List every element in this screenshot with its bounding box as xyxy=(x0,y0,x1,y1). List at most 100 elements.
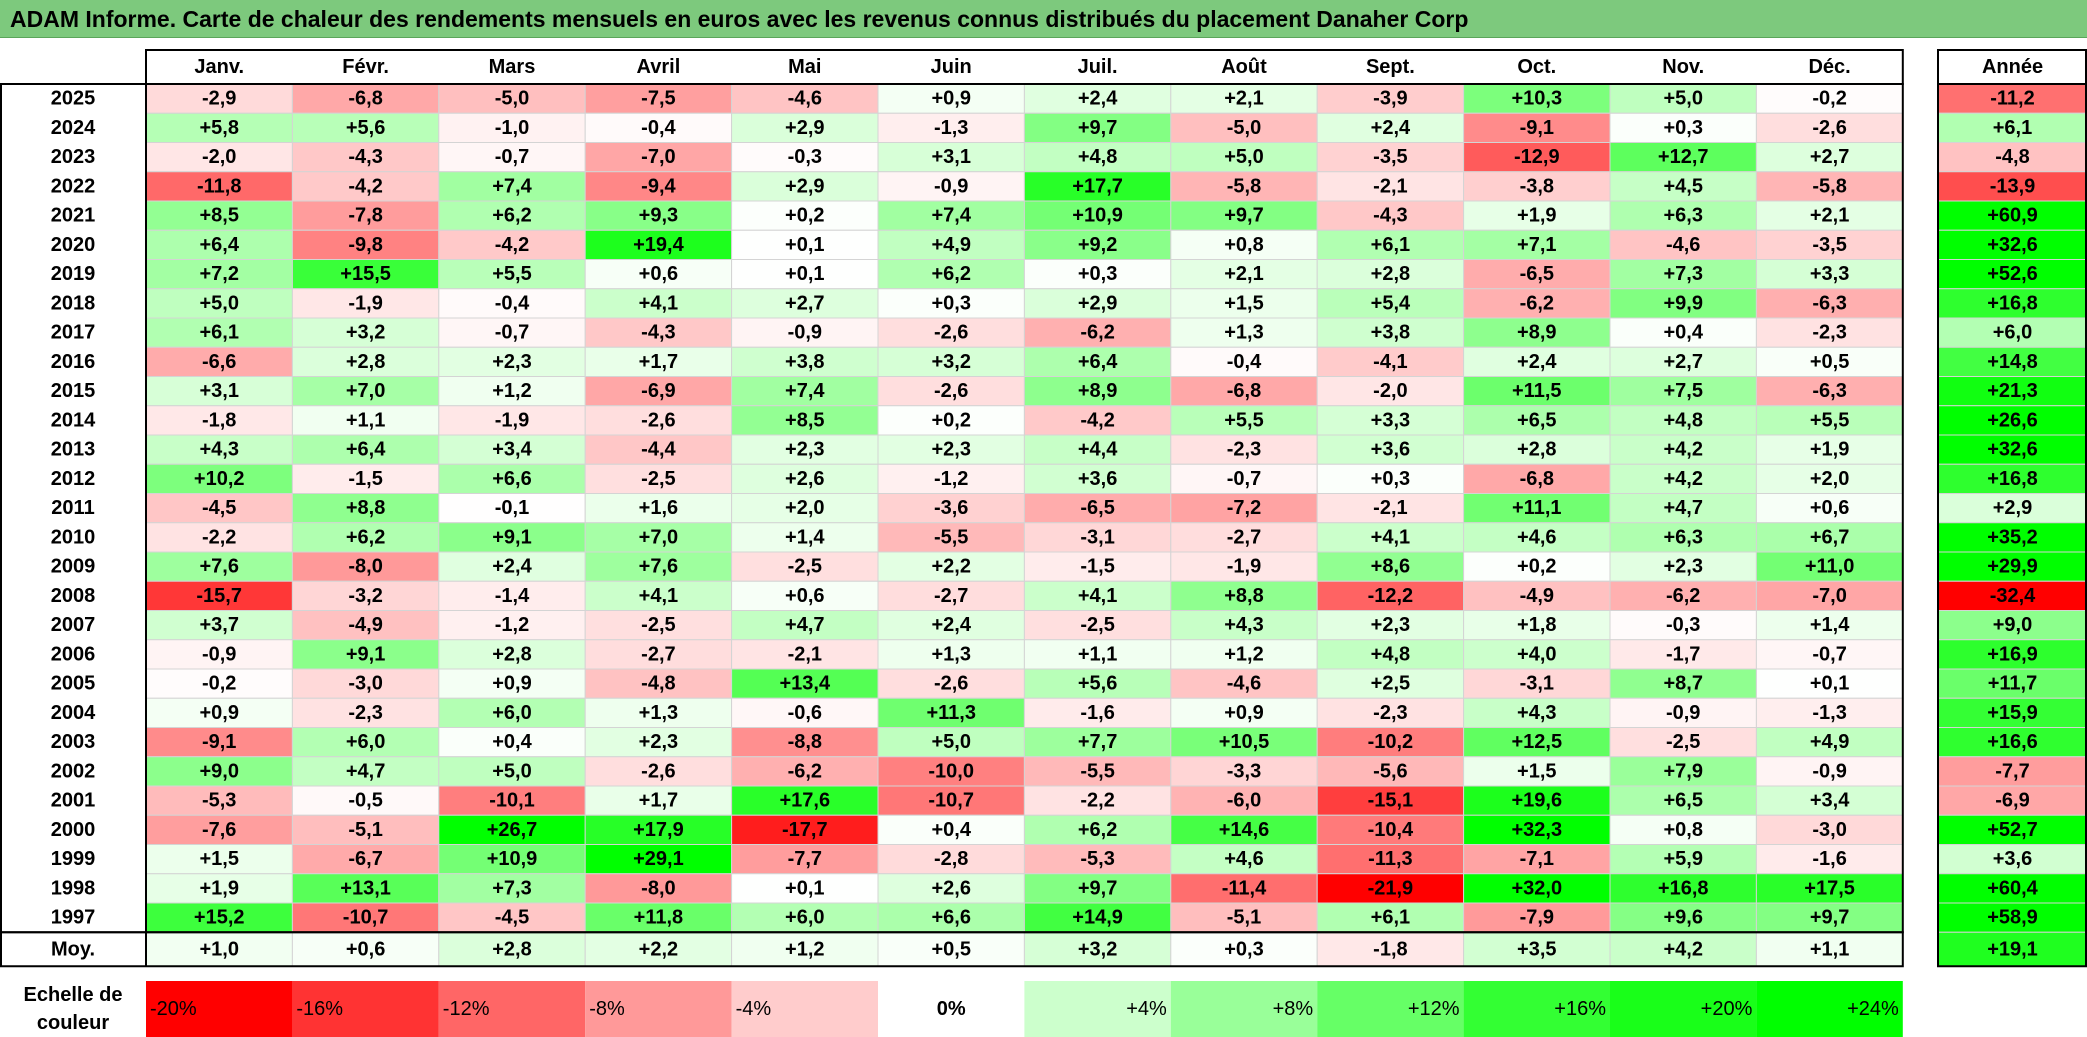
cell-value: -10,4 xyxy=(1368,819,1414,841)
average-label: Moy. xyxy=(51,938,95,960)
heatmap-cell xyxy=(584,639,733,670)
cell-value: +7,3 xyxy=(1663,263,1702,285)
cell-value: +5,4 xyxy=(1371,292,1411,314)
cell-value: -1,7 xyxy=(1666,643,1700,665)
cell-value: -2,7 xyxy=(1227,526,1261,548)
cell-value: +2,0 xyxy=(785,497,824,519)
cell-value: -5,1 xyxy=(1227,907,1261,929)
cell-value: -2,3 xyxy=(1227,439,1261,461)
heatmap-cell xyxy=(731,83,879,114)
heatmap-cell xyxy=(1463,317,1611,348)
cell-value: +4,3 xyxy=(1224,614,1263,636)
average-cell xyxy=(1755,931,1904,967)
cell-value: +9,1 xyxy=(492,526,531,548)
cell-value: +1,5 xyxy=(199,848,238,870)
cell-value: +10,9 xyxy=(487,848,538,870)
heatmap-cell xyxy=(1463,610,1611,641)
cell-value: +17,6 xyxy=(779,790,830,812)
cell-value: +0,9 xyxy=(931,88,970,110)
cell-value: +6,6 xyxy=(931,907,970,929)
scale-label-value: +24% xyxy=(1847,998,1899,1020)
heatmap-cell xyxy=(1755,259,1904,290)
scale-label-value: -12% xyxy=(443,998,490,1020)
cell-value: +6,4 xyxy=(1078,351,1118,373)
cell-value: -4,6 xyxy=(788,88,822,110)
cell-value: +10,3 xyxy=(1511,88,1562,110)
heatmap-cell xyxy=(1609,288,1757,319)
heatmap-cell xyxy=(1170,288,1318,319)
annual-header: Année xyxy=(1982,56,2043,78)
heatmap-cell xyxy=(1463,580,1611,611)
cell-value: +17,9 xyxy=(633,819,684,841)
annual-cell xyxy=(1937,463,2087,494)
cell-value: -2,3 xyxy=(1373,702,1407,724)
heatmap-cell xyxy=(877,376,1025,407)
annual-value: +60,4 xyxy=(1987,877,2038,899)
year-label: 2019 xyxy=(51,263,96,285)
year-label: 2025 xyxy=(51,88,96,110)
cell-value: +2,9 xyxy=(785,175,824,197)
average-value: +0,3 xyxy=(1224,938,1263,960)
cell-value: +0,8 xyxy=(1663,819,1702,841)
cell-value: +2,1 xyxy=(1224,88,1263,110)
average-value: +2,2 xyxy=(639,938,678,960)
heatmap-cell xyxy=(1463,668,1611,699)
cell-value: +8,8 xyxy=(346,497,385,519)
cell-value: -0,9 xyxy=(202,643,236,665)
heatmap-cell xyxy=(1316,639,1465,670)
cell-value: -6,3 xyxy=(1812,380,1846,402)
cell-value: +8,5 xyxy=(199,205,238,227)
annual-value: +14,8 xyxy=(1987,351,2038,373)
annual-cell xyxy=(1937,112,2087,143)
cell-value: +9,7 xyxy=(1810,907,1849,929)
average-cell xyxy=(584,931,733,967)
annual-value: +32,6 xyxy=(1987,439,2038,461)
cell-value: +32,3 xyxy=(1511,819,1562,841)
heatmap-cell xyxy=(1609,814,1757,845)
cell-value: +15,5 xyxy=(340,263,391,285)
cell-value: +6,6 xyxy=(492,468,531,490)
annual-value: +2,9 xyxy=(1993,497,2032,519)
heatmap-cell xyxy=(1609,112,1757,143)
annual-value: +21,3 xyxy=(1987,380,2038,402)
heatmap-cell xyxy=(1023,463,1172,494)
cell-value: +6,0 xyxy=(785,907,824,929)
average-value: +2,8 xyxy=(492,938,531,960)
cell-value: +0,9 xyxy=(199,702,238,724)
cell-value: +5,0 xyxy=(1224,146,1263,168)
cell-value: +2,0 xyxy=(1810,468,1849,490)
annual-value: +26,6 xyxy=(1987,409,2038,431)
heatmap-cell xyxy=(1755,727,1904,758)
cell-value: +3,4 xyxy=(492,439,532,461)
year-label: 2001 xyxy=(51,790,96,812)
cell-value: -2,5 xyxy=(641,468,675,490)
cell-value: -2,0 xyxy=(202,146,236,168)
cell-value: +4,3 xyxy=(199,439,238,461)
cell-value: -3,0 xyxy=(348,673,382,695)
cell-value: +0,6 xyxy=(1810,497,1849,519)
cell-value: -1,0 xyxy=(495,117,529,139)
heatmap-cell xyxy=(1170,493,1318,524)
cell-value: -3,9 xyxy=(1373,88,1407,110)
annual-value: +3,6 xyxy=(1993,848,2032,870)
cell-value: -2,2 xyxy=(202,526,236,548)
cell-value: +9,9 xyxy=(1663,292,1702,314)
heatmap-cell xyxy=(1609,639,1757,670)
cell-value: -4,6 xyxy=(1227,673,1261,695)
annual-cell xyxy=(1937,317,2087,348)
cell-value: +6,2 xyxy=(492,205,531,227)
heatmap-cell xyxy=(1316,493,1465,524)
cell-value: +0,6 xyxy=(639,263,678,285)
cell-value: +4,6 xyxy=(1224,848,1263,870)
annual-cell xyxy=(1937,493,2087,524)
average-cell xyxy=(145,931,293,967)
annual-value: +16,8 xyxy=(1987,468,2038,490)
heatmap-cell xyxy=(291,83,440,114)
average-cell xyxy=(291,931,440,967)
heatmap-cell xyxy=(731,727,879,758)
cell-value: +0,9 xyxy=(1224,702,1263,724)
cell-value: +0,1 xyxy=(785,263,824,285)
cell-value: +4,7 xyxy=(785,614,824,636)
heatmap-cell xyxy=(291,785,440,816)
